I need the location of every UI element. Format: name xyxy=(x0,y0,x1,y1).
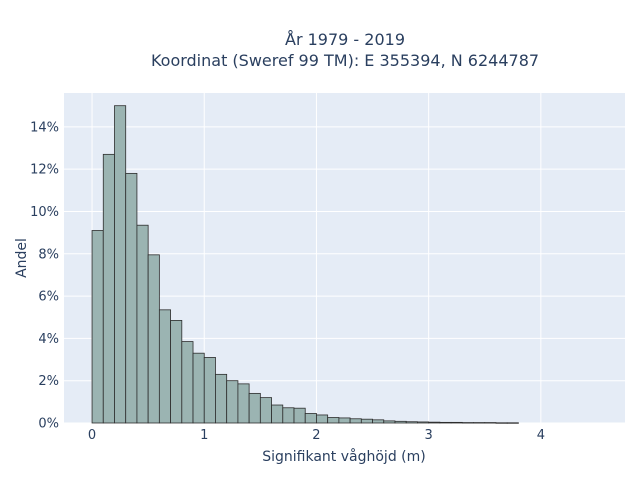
histogram-bar xyxy=(473,422,486,424)
y-tick-label: 8% xyxy=(38,247,59,262)
tick-labels: 0% 2% 4% 6% 8% 10% 12% 14% 0 1 2 3 4 xyxy=(30,120,545,443)
histogram-bar xyxy=(360,418,373,424)
histogram-bar xyxy=(383,420,396,424)
x-tick-label: 4 xyxy=(537,428,545,443)
histogram-bar xyxy=(506,422,519,424)
chart-title-line-2: Koordinat (Sweref 99 TM): E 355394, N 62… xyxy=(151,51,539,70)
y-tick-label: 0% xyxy=(38,417,59,432)
histogram-bar xyxy=(248,392,261,424)
histogram-bar xyxy=(114,105,127,424)
histogram-bar xyxy=(327,417,340,424)
histogram-bar xyxy=(237,383,250,424)
histogram-bar xyxy=(181,341,194,424)
histogram-bars xyxy=(91,105,519,424)
histogram-bar xyxy=(271,404,284,424)
histogram-bar xyxy=(372,419,385,424)
histogram-bar xyxy=(439,421,452,424)
x-axis-title: Signifikant våghöjd (m) xyxy=(262,448,425,465)
histogram-bar xyxy=(394,420,407,424)
histogram-bar xyxy=(417,421,430,424)
histogram-bar xyxy=(158,309,171,424)
histogram-bar xyxy=(125,172,138,424)
chart-title-line-1: År 1979 - 2019 xyxy=(285,30,405,49)
histogram-bar xyxy=(136,224,149,424)
x-tick-label: 2 xyxy=(312,428,320,443)
histogram-bar xyxy=(316,414,329,424)
histogram-bar xyxy=(405,421,418,424)
y-tick-label: 2% xyxy=(38,374,59,389)
histogram-bar xyxy=(495,422,508,424)
histogram-bar xyxy=(91,230,104,424)
histogram-bar xyxy=(192,352,205,424)
y-tick-label: 6% xyxy=(38,290,59,305)
histogram-bar xyxy=(170,320,183,424)
histogram-bar xyxy=(147,254,160,424)
histogram-bar xyxy=(259,397,272,424)
x-tick-label: 0 xyxy=(88,428,96,443)
y-tick-label: 14% xyxy=(30,120,59,135)
y-tick-label: 4% xyxy=(38,332,59,347)
x-tick-label: 3 xyxy=(425,428,433,443)
histogram-bar xyxy=(102,153,115,424)
histogram-bar xyxy=(349,418,362,424)
histogram-bar xyxy=(215,373,228,424)
x-tick-label: 1 xyxy=(200,428,208,443)
y-axis-title: Andel xyxy=(14,238,30,278)
y-tick-label: 12% xyxy=(30,163,59,178)
histogram-bar xyxy=(484,422,497,424)
histogram-bar xyxy=(226,380,239,424)
histogram-bar xyxy=(450,421,463,424)
histogram-bar xyxy=(293,407,306,424)
histogram-bar xyxy=(282,407,295,424)
histogram-bar xyxy=(338,417,351,424)
histogram-bar xyxy=(203,357,216,424)
histogram-bar xyxy=(428,421,441,424)
histogram-bar xyxy=(461,422,474,424)
histogram-bar xyxy=(304,413,317,424)
y-tick-label: 10% xyxy=(30,205,59,220)
